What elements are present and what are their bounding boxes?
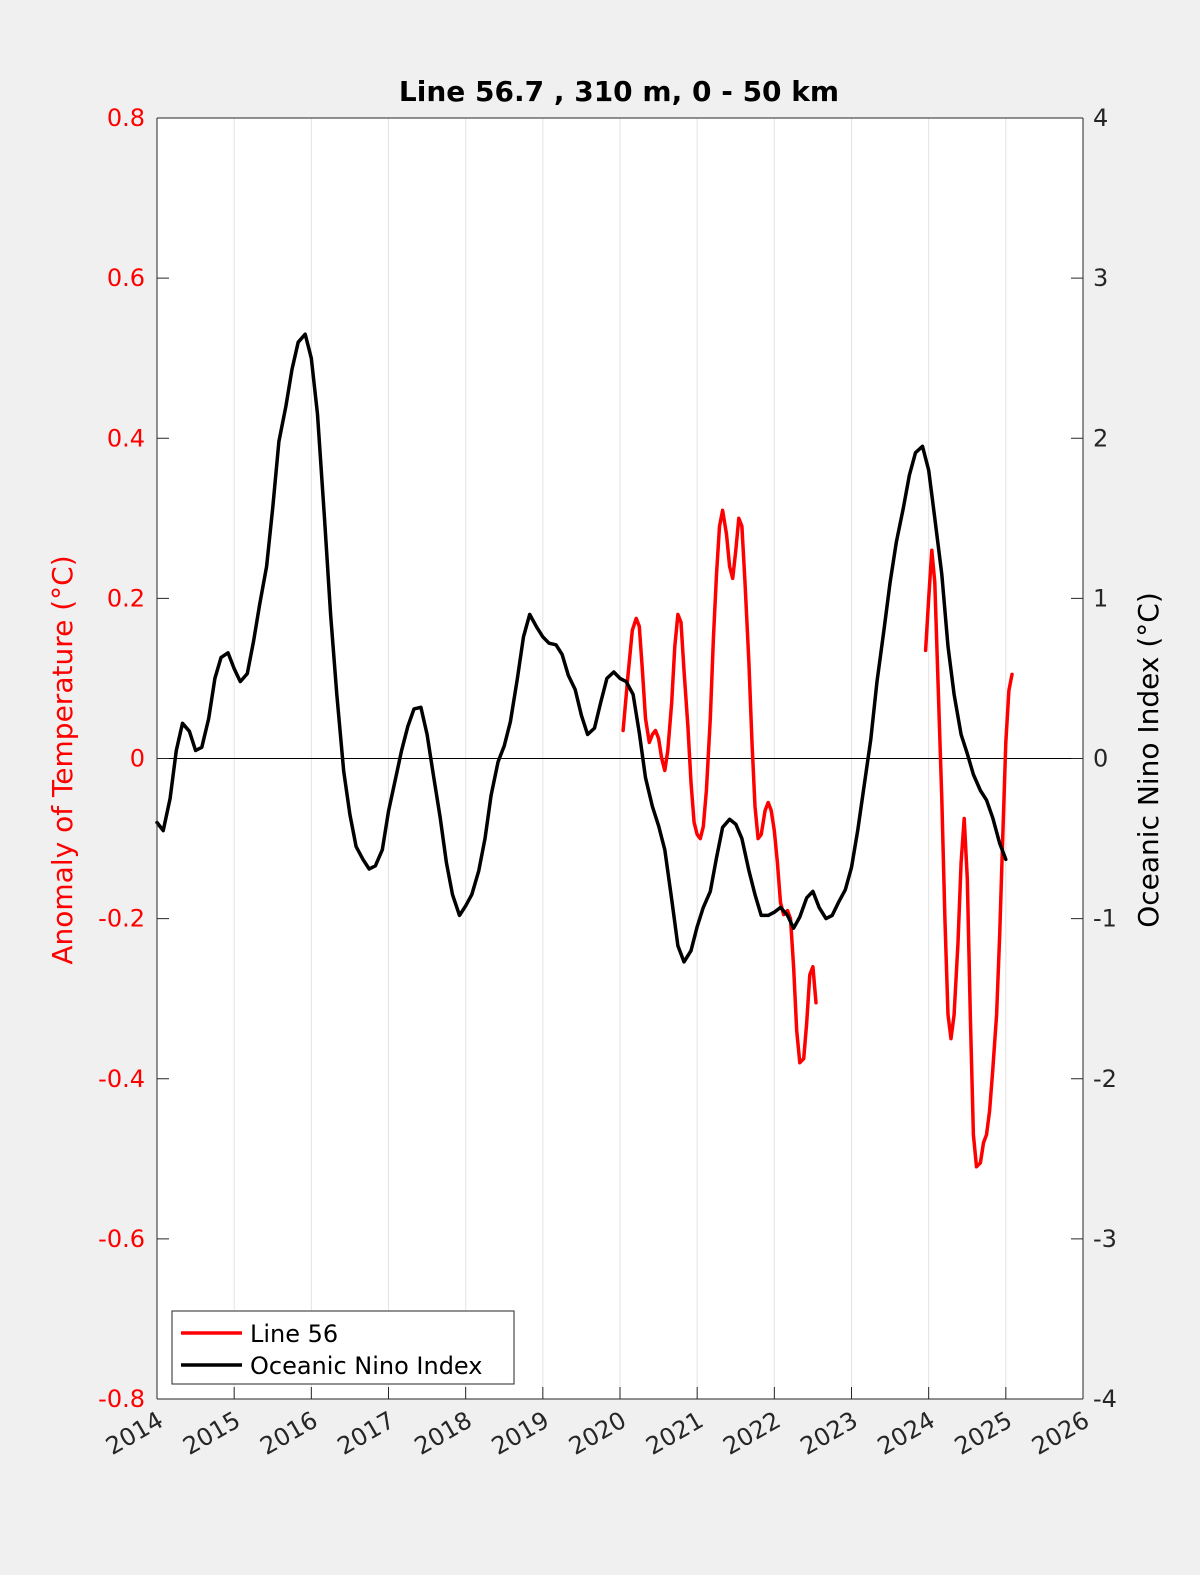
y-left-tick-label: -0.6 (98, 1225, 145, 1253)
y-right-tick-label: 1 (1093, 584, 1108, 612)
y-right-tick-label: -4 (1093, 1385, 1117, 1413)
y-left-tick-label: 0.8 (107, 104, 145, 132)
series-line-line56-1 (923, 548, 1014, 1169)
legend-box (171, 1310, 515, 1385)
x-tick-label: 2026 (1027, 1406, 1094, 1461)
x-tick-label: 2014 (101, 1406, 168, 1461)
y-right-tick-label: 4 (1093, 104, 1108, 132)
y-left-tick-label: -0.2 (98, 905, 145, 933)
legend-label-line56: Line 56 (250, 1320, 338, 1348)
chart-title: Line 56.7 , 310 m, 0 - 50 km (399, 75, 839, 108)
y-right-tick-label: 2 (1093, 424, 1108, 452)
y-right-tick-label: -3 (1093, 1225, 1117, 1253)
series-line-oni-0 (155, 332, 1008, 964)
y-left-tick-label: 0 (130, 745, 145, 773)
x-tick-label: 2017 (333, 1406, 400, 1461)
y-axis-right-label: Oceanic Nino Index (°C) (1132, 592, 1165, 928)
x-tick-label: 2016 (255, 1406, 322, 1461)
y-right-tick-label: 3 (1093, 264, 1108, 292)
y-left-tick-label: -0.4 (98, 1065, 145, 1093)
legend: Line 56 Oceanic Nino Index (171, 1310, 515, 1385)
x-tick-label: 2022 (718, 1406, 785, 1461)
x-tick-label: 2025 (950, 1406, 1017, 1461)
x-tick-label: 2020 (564, 1406, 631, 1461)
x-tick-label: 2021 (641, 1406, 708, 1461)
x-tick-label: 2024 (873, 1406, 940, 1461)
y-left-tick-label: 0.4 (107, 424, 145, 452)
series-layer (155, 332, 1014, 1169)
x-tick-label: 2023 (796, 1406, 863, 1461)
x-tick-label: 2015 (178, 1406, 245, 1461)
y-right-tick-label: 0 (1093, 745, 1108, 773)
y-right-tick-label: -2 (1093, 1065, 1117, 1093)
legend-label-oni: Oceanic Nino Index (250, 1352, 482, 1380)
x-tick-label: 2018 (410, 1406, 477, 1461)
y-left-tick-label: -0.8 (98, 1385, 145, 1413)
y-right-tick-label: -1 (1093, 905, 1117, 933)
y-left-tick-label: 0.2 (107, 584, 145, 612)
x-tick-label: 2019 (487, 1406, 554, 1461)
y-left-tick-label: 0.6 (107, 264, 145, 292)
y-axis-left-label: Anomaly of Temperature (°C) (46, 555, 79, 964)
